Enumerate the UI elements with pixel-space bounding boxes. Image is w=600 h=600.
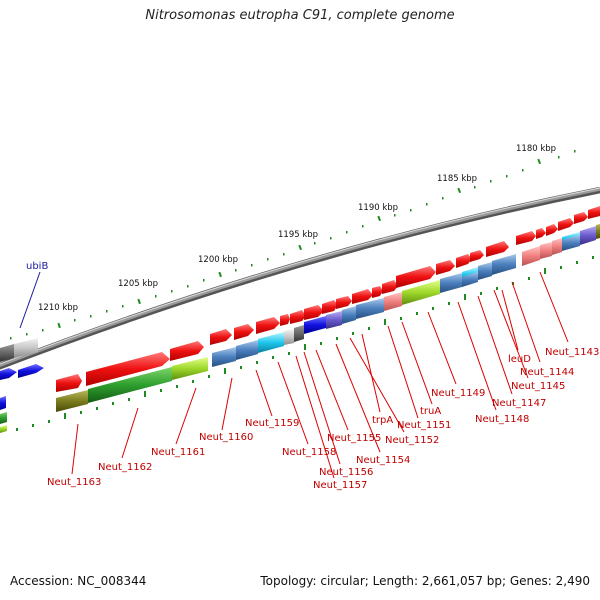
- gene-label-neut-1159: Neut_1159: [245, 418, 299, 429]
- gene-label-trpA: trpA: [372, 415, 393, 426]
- gene-label-neut-1155: Neut_1155: [327, 433, 381, 444]
- map-title: Nitrosomonas eutropha C91, complete geno…: [145, 8, 455, 23]
- gene-label-neut-1152: Neut_1152: [385, 435, 439, 446]
- gene-label-leuD: leuD: [508, 354, 531, 365]
- gene-label-neut-1162: Neut_1162: [98, 462, 152, 473]
- gene-label-neut-1151: Neut_1151: [397, 420, 451, 431]
- gene-label-neut-1163: Neut_1163: [47, 477, 101, 488]
- gene-labels: Neut_1143 Neut_1144 leuD Neut_1145 Neut_…: [47, 347, 599, 491]
- genome-backbone: [0, 186, 600, 370]
- left-blue-genes: [0, 364, 44, 433]
- scale-label-1190: 1190 kbp: [358, 203, 398, 213]
- gene-label-neut-1157: Neut_1157: [313, 480, 367, 491]
- ubiB-feature: ubiB: [0, 261, 48, 362]
- gene-label-neut-1156: Neut_1156: [319, 467, 373, 478]
- inner-ticks: [16, 256, 594, 431]
- gene-label-neut-1144: Neut_1144: [520, 367, 574, 378]
- scale-ticks: [10, 150, 576, 340]
- scale-label-1185: 1185 kbp: [437, 174, 477, 184]
- gene-label-truA: truA: [420, 406, 441, 417]
- forward-strand-genes: [56, 206, 600, 392]
- feature-band: [56, 224, 600, 412]
- topology-text: Topology: circular; Length: 2,661,057 bp…: [260, 574, 590, 588]
- gene-label-neut-1160: Neut_1160: [199, 432, 253, 443]
- gene-label-neut-1145: Neut_1145: [511, 381, 565, 392]
- scale-label-1180: 1180 kbp: [516, 144, 556, 154]
- scale-labels: 1180 kbp 1185 kbp 1190 kbp 1195 kbp 1200…: [38, 144, 556, 313]
- scale-label-1195: 1195 kbp: [278, 230, 318, 240]
- label-leader-lines: [71, 271, 569, 479]
- gene-label-neut-1149: Neut_1149: [431, 388, 485, 399]
- gene-label-neut-1147: Neut_1147: [492, 398, 546, 409]
- scale-label-1205: 1205 kbp: [118, 279, 158, 289]
- ubiB-label: ubiB: [26, 261, 48, 272]
- scale-label-1210: 1210 kbp: [38, 303, 78, 313]
- gene-label-neut-1161: Neut_1161: [151, 447, 205, 458]
- accession-text: Accession: NC_008344: [10, 574, 147, 588]
- gene-label-neut-1154: Neut_1154: [356, 455, 410, 466]
- gene-label-neut-1158: Neut_1158: [282, 447, 336, 458]
- gene-label-neut-1143: Neut_1143: [545, 347, 599, 358]
- gene-label-neut-1148: Neut_1148: [475, 414, 529, 425]
- scale-label-1200: 1200 kbp: [198, 255, 238, 265]
